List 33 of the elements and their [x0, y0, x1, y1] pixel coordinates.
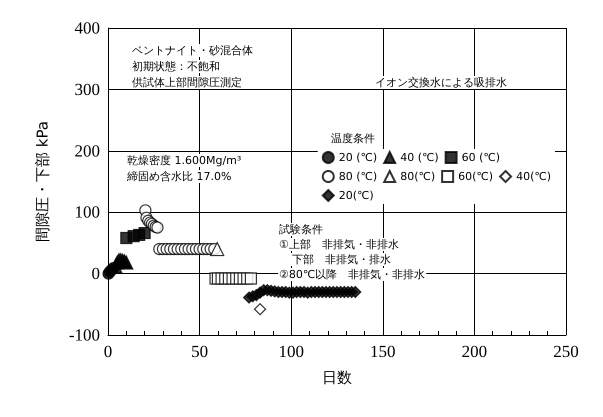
- legend-label: 60(℃): [458, 170, 494, 183]
- y-tick-label: 200: [74, 141, 100, 160]
- y-tick-label: -100: [68, 326, 100, 344]
- annotation: ①上部 非排気・非排水: [279, 238, 399, 251]
- annotation: イオン交換水による吸排水: [375, 76, 507, 89]
- y-tick-label: 0: [92, 264, 100, 284]
- legend-label: 80(℃): [400, 170, 436, 183]
- legend-label: 20(℃): [338, 189, 374, 202]
- legend-label: 40 (℃): [400, 151, 439, 164]
- y-tick-label: 400: [74, 18, 100, 38]
- legend-title: 温度条件: [331, 132, 375, 145]
- x-axis-title: 日数: [322, 368, 352, 386]
- legend-label: 40(℃): [516, 170, 552, 183]
- legend-label: 80 (℃): [338, 170, 378, 183]
- annotation: 締固め含水比 17.0%: [126, 170, 232, 183]
- x-tick-label: 50: [191, 342, 208, 361]
- y-tick-label: 100: [74, 202, 100, 222]
- x-tick-label: 0: [104, 342, 112, 361]
- legend-label: 60 (℃): [462, 151, 500, 164]
- x-tick-label: 150: [370, 342, 396, 361]
- legend-label: 20 (℃): [338, 151, 378, 164]
- annotation: 初期状態：不飽和: [132, 60, 220, 73]
- annotation: 下部 非排気・排水: [292, 253, 391, 266]
- y-axis-title: 間隙圧・下部 kPa: [34, 120, 52, 242]
- annotation: 試験条件: [279, 223, 323, 236]
- annotation: 供試体上部間隙圧測定: [132, 76, 242, 89]
- annotation: ②80℃以降 非排気・非排水: [279, 268, 426, 281]
- x-tick-label: 100: [278, 342, 304, 361]
- x-tick-label: 250: [553, 342, 579, 361]
- annotation: 乾燥密度 1.600Mg/m³: [127, 154, 242, 167]
- annotation: ベントナイト・砂混合体: [132, 44, 253, 57]
- y-tick-label: 300: [74, 80, 100, 99]
- x-tick-label: 200: [462, 342, 488, 361]
